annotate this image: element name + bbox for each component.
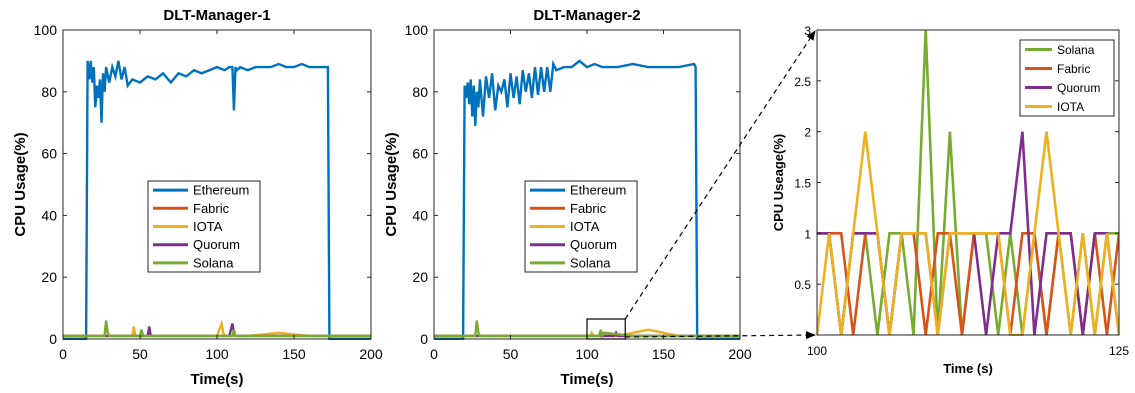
x-tick-label: 125 <box>1109 344 1129 358</box>
chart-dlt-manager-2: 0 50 100 150 200 0 20 40 60 80 100 DLT-Manager-2 Tim… <box>383 7 752 388</box>
y-tick-label: 1 <box>804 227 811 241</box>
legend: Ethereum Fabric IOTA Quorum Solana <box>524 180 638 273</box>
y-tick-label: 40 <box>41 207 57 223</box>
y-axis-label: CPU Usage(%) <box>383 132 400 236</box>
legend-label-fabric: Fabric <box>1057 62 1090 76</box>
y-tick-label: 2 <box>804 126 811 140</box>
chart-zoom-inset: 100 125 0.5 1 1.5 2 2.5 3 Time (s) CPU Useage(%) S… <box>771 24 1129 376</box>
series-line-solana <box>63 320 371 338</box>
legend-label-quorum: Quorum <box>193 237 240 252</box>
x-axis-label: Time (s) <box>943 361 993 376</box>
x-tick-label: 0 <box>430 346 438 362</box>
y-tick-label: 20 <box>41 269 57 285</box>
legend-label-solana: Solana <box>570 255 611 270</box>
y-axis-label: CPU Usage(%) <box>12 132 29 236</box>
legend-label-fabric: Fabric <box>570 201 607 216</box>
zoom-box <box>586 318 626 340</box>
x-axis-label: Time(s) <box>190 371 243 388</box>
legend: Ethereum Fabric IOTA Quorum Solana <box>147 180 261 273</box>
x-tick-label: 50 <box>503 346 519 362</box>
x-tick-label: 100 <box>807 344 827 358</box>
y-tick-label: 100 <box>34 22 58 38</box>
x-tick-label: 100 <box>205 346 229 362</box>
series-line-iota <box>817 131 1119 336</box>
legend-box <box>1019 39 1115 117</box>
y-axis-label: CPU Useage(%) <box>771 134 786 232</box>
x-tick-label: 200 <box>728 346 752 362</box>
zoom-connector-bottom <box>625 331 816 340</box>
y-tick-label: 1.5 <box>794 177 811 191</box>
legend-label-solana: Solana <box>193 255 234 270</box>
legend-label-ethereum: Ethereum <box>570 183 626 198</box>
y-tick-label: 40 <box>412 207 428 223</box>
legend-label-quorum: Quorum <box>570 237 617 252</box>
legend: Solana Fabric Quorum IOTA <box>1019 39 1115 117</box>
x-tick-label: 50 <box>132 346 148 362</box>
series-line-ethereum <box>63 60 371 340</box>
y-tick-label: 3 <box>804 24 811 38</box>
y-tick-label: 2.5 <box>794 75 811 89</box>
x-tick-label: 150 <box>652 346 676 362</box>
chart-title: DLT-Manager-2 <box>533 7 640 24</box>
x-axis-label: Time(s) <box>560 371 613 388</box>
x-tick-label: 100 <box>575 346 599 362</box>
legend-label-iota: IOTA <box>193 219 223 234</box>
x-tick-label: 200 <box>359 346 383 362</box>
y-tick-label: 60 <box>41 146 57 162</box>
series-group <box>817 29 1119 336</box>
zoom-connector-top <box>624 30 816 320</box>
chart-dlt-manager-1: 0 50 100 150 200 0 20 40 60 80 100 DLT-Manager-1 Tim… <box>12 7 383 388</box>
y-tick-label: 60 <box>412 146 428 162</box>
legend-label-ethereum: Ethereum <box>193 183 249 198</box>
legend-label-solana: Solana <box>1057 43 1095 57</box>
y-tick-label: 80 <box>41 84 57 100</box>
y-tick-label: 0.5 <box>794 278 811 292</box>
chart-title: DLT-Manager-1 <box>163 7 270 24</box>
legend-label-fabric: Fabric <box>193 201 230 216</box>
x-tick-label: 0 <box>59 346 67 362</box>
y-tick-label: 0 <box>49 331 57 347</box>
legend-label-quorum: Quorum <box>1057 81 1100 95</box>
zoom-connectors <box>586 30 816 340</box>
legend-label-iota: IOTA <box>1057 100 1084 114</box>
y-tick-label: 0 <box>420 331 428 347</box>
series-line-ethereum <box>434 59 740 340</box>
y-tick-label: 20 <box>412 269 428 285</box>
y-tick-label: 100 <box>405 22 429 38</box>
y-tick-label: 80 <box>412 84 428 100</box>
x-tick-label: 150 <box>282 346 306 362</box>
legend-label-iota: IOTA <box>570 219 600 234</box>
